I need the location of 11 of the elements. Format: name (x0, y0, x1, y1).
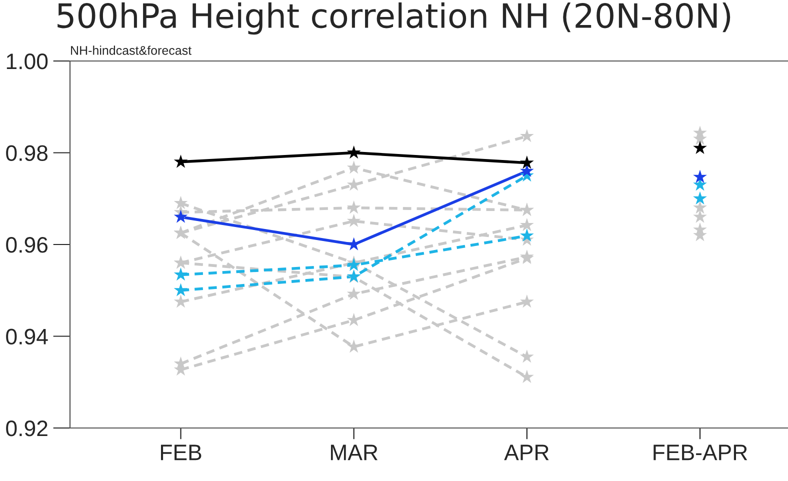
chart-subtitle: NH-hindcast&forecast (71, 46, 192, 55)
x-tick-label: FEB (160, 444, 202, 460)
y-tick-label: 0.98 (6, 145, 48, 162)
chart-title: 500hPa Height correlation NH (20N-80N) (58, 2, 730, 35)
y-tick-label: 1.00 (6, 54, 48, 70)
y-tick-label: 0.92 (6, 420, 48, 436)
x-tick-label: MAR (330, 444, 378, 460)
x-tick-label: APR (504, 444, 549, 460)
y-tick-label: 0.96 (6, 237, 48, 253)
x-tick-label: FEB-APR (654, 444, 748, 460)
y-tick-label: 0.94 (6, 328, 48, 345)
